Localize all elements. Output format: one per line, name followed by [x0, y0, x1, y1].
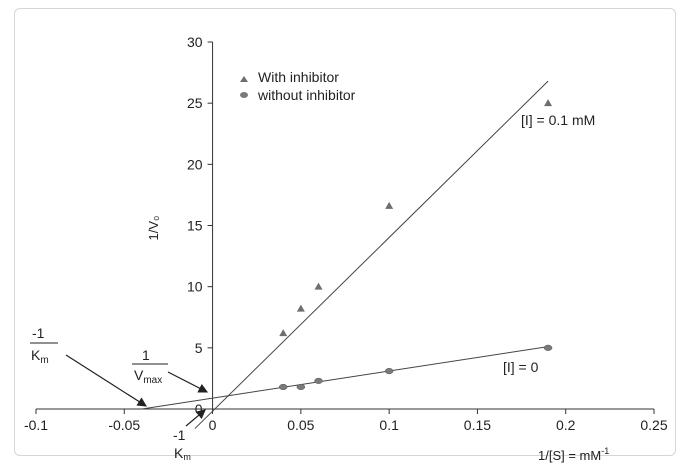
line-label-inhibited: [I] = 0.1 mM [521, 112, 595, 128]
data-point-with-inhibitor [296, 304, 305, 312]
data-point-with-inhibitor [385, 201, 394, 209]
x-tick-label: -0.05 [108, 417, 140, 433]
line-label-uninhibited: [I] = 0 [503, 359, 539, 375]
inv-vmax-numerator: 1 [142, 347, 150, 363]
fit-lines [141, 80, 549, 429]
neg-inv-km-numerator: -1 [32, 325, 45, 341]
x-tick-label: -0.1 [24, 417, 48, 433]
fit-line-series-0 [194, 80, 549, 429]
y-tick-label: 30 [187, 34, 203, 50]
data-points [278, 99, 553, 391]
data-point-without-inhibitor [543, 344, 553, 351]
data-point-without-inhibitor [296, 383, 306, 391]
neg-inv-km-arrow [65, 354, 148, 407]
x-axis-label: 1/[S] = mM-1 [538, 446, 609, 463]
legend-circle-marker [240, 92, 248, 98]
y-tick-label: 25 [187, 95, 203, 111]
data-point-without-inhibitor [314, 377, 323, 384]
legend-label-without-inhibitor: without inhibitor [257, 87, 356, 103]
x-tick-label: 0.15 [464, 417, 491, 433]
x-tick-label: 0.25 [640, 417, 667, 433]
neg-inv-km-denominator: Km [31, 347, 49, 366]
data-point-with-inhibitor [279, 329, 288, 337]
neg-inv-km-app-arrow [185, 409, 206, 427]
annotation-neg-inv-km: -1 Km [30, 325, 148, 407]
inv-vmax-denominator: Vmax [134, 367, 162, 386]
data-point-with-inhibitor [544, 99, 553, 107]
y-tick-label: 0 [195, 401, 203, 417]
data-point-without-inhibitor [384, 368, 394, 375]
x-tick-label: 0.1 [379, 417, 399, 433]
annotation-neg-inv-km-app: -1 Km [173, 409, 206, 462]
x-tick-label: 0 [209, 417, 217, 433]
x-axis-label-main: 1/[S] = mM [538, 448, 601, 463]
legend: With inhibitor without inhibitor [240, 69, 356, 103]
x-axis-label-sup: -1 [601, 446, 609, 456]
x-tick-label: 0.05 [287, 417, 314, 433]
legend-label-with-inhibitor: With inhibitor [258, 69, 339, 85]
neg-inv-km-app-numerator: -1 [173, 427, 186, 443]
tick-labels: -0.1 -0.05 0 0.05 0.1 0.15 0.2 0.25 0 5 10 15 20 25 30 [24, 34, 668, 433]
y-tick-label: 5 [195, 340, 203, 356]
y-tick-label: 20 [187, 156, 203, 172]
chart-frame [14, 8, 676, 456]
data-point-with-inhibitor [314, 282, 323, 290]
legend-triangle-marker [240, 76, 248, 82]
y-axis-label: 1/V₀ [146, 216, 161, 241]
data-point-without-inhibitor [278, 383, 288, 391]
fit-line-series-1 [141, 346, 549, 410]
inv-vmax-arrow [167, 371, 209, 393]
y-tick-label: 10 [187, 279, 203, 295]
neg-inv-km-app-denominator: Km [174, 445, 191, 462]
axes [35, 41, 655, 414]
y-tick-label: 15 [187, 218, 203, 234]
x-tick-label: 0.2 [556, 417, 576, 433]
annotation-inv-vmax: 1 Vmax [132, 347, 209, 393]
